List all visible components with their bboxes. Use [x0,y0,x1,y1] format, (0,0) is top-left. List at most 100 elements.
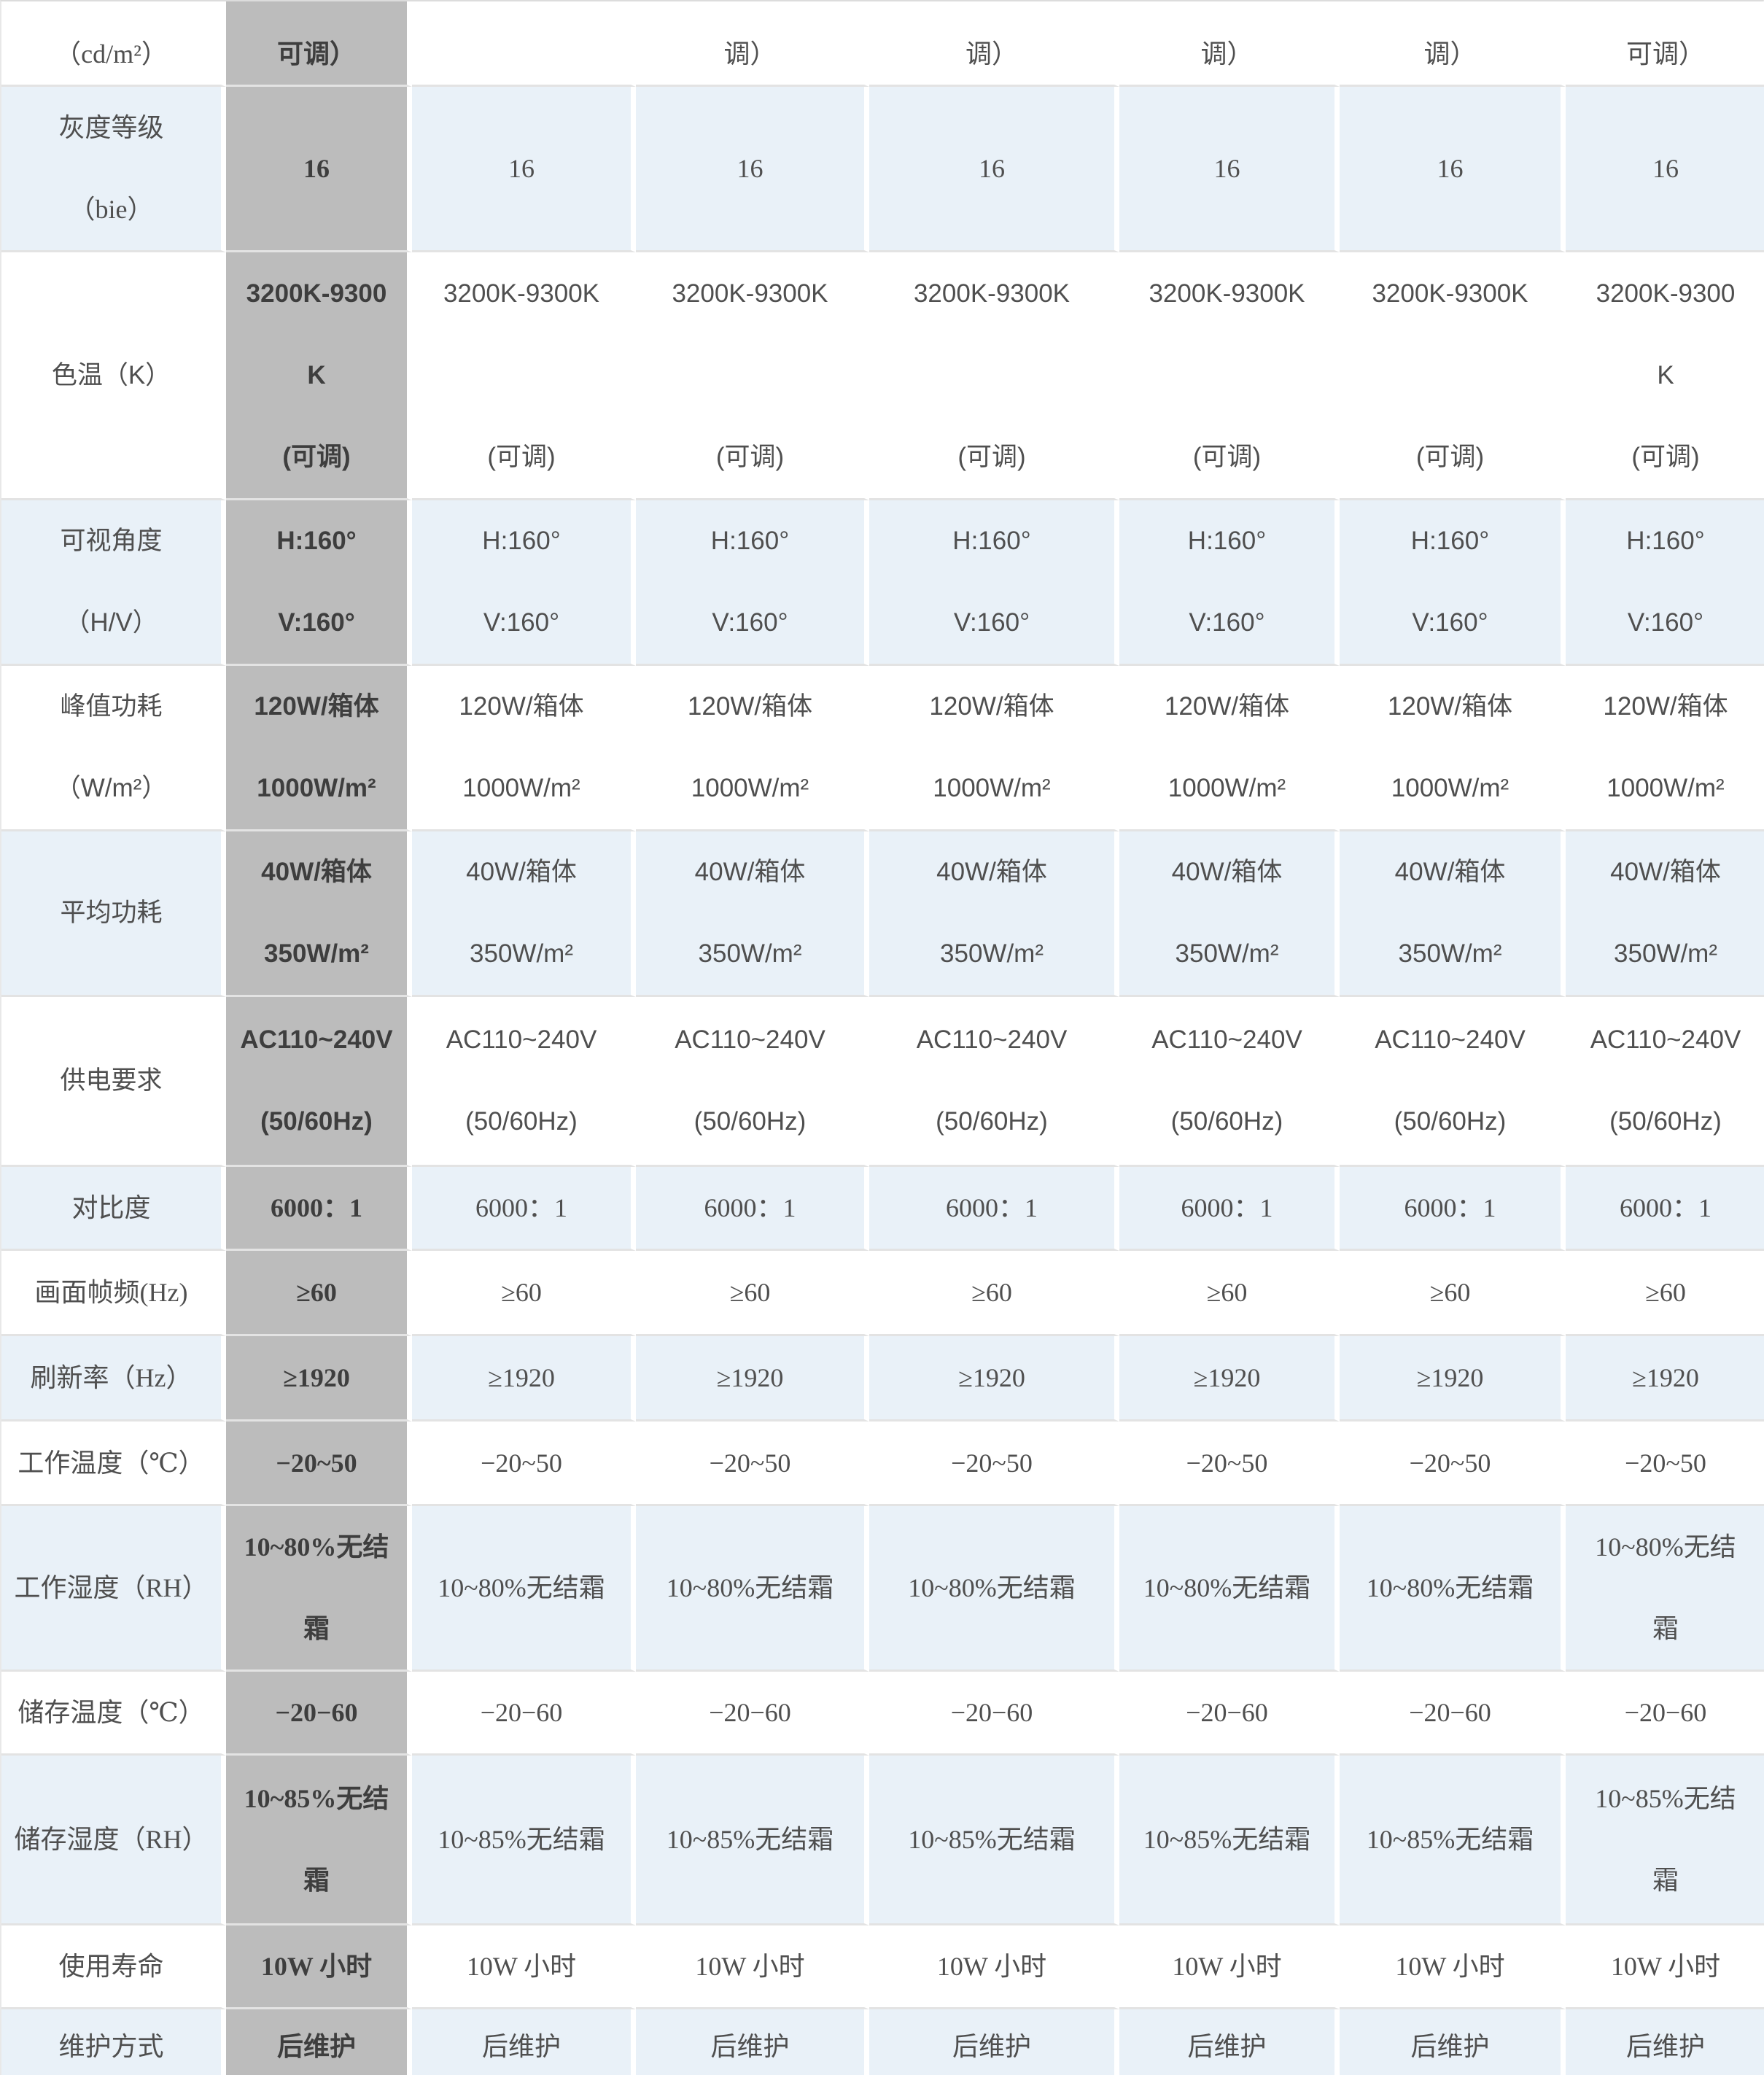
value-cell: ≥60 [1566,1251,1764,1336]
value-cell: 后维护 [869,2009,1119,2075]
row-label-cell: 储存温度（℃） [1,1672,226,1756]
value-cell: 调） [636,1,869,87]
value-cell: −20~50 [1340,1422,1566,1506]
value-cell: −20~50 [636,1422,869,1506]
value-cell: 120W/箱体 1000W/m² [869,666,1119,831]
highlighted-value-cell: ≥60 [226,1251,412,1336]
value-cell: 10~85%无结霜 [636,1756,869,1925]
table-row: 刷新率（Hz） ≥1920 ≥1920 ≥1920 ≥1920 ≥1920 ≥1920 ≥19… [1,1336,1764,1422]
value-cell: −20−60 [412,1672,636,1756]
value-cell: ≥60 [1119,1251,1340,1336]
value-cell [412,1,636,87]
value-cell: H:160° V:160° [1340,500,1566,666]
value-cell: AC110~240V (50/60Hz) [412,997,636,1167]
table-row: 维护方式 后维护 后维护 后维护 后维护 后维护 后维护 后维护 [1,2009,1764,2075]
value-cell: 16 [1566,87,1764,252]
value-cell: 3200K-9300K (可调) [636,252,869,500]
value-cell: H:160° V:160° [869,500,1119,666]
value-cell: 调） [1340,1,1566,87]
table-row: （cd/m²） 可调） 调） 调） 调） 调） 可调） [1,1,1764,87]
value-cell: 6000：1 [412,1167,636,1251]
value-cell: 10~80%无结霜 [1119,1506,1340,1672]
row-label-cell: 画面帧频(Hz) [1,1251,226,1336]
value-cell: −20−60 [1566,1672,1764,1756]
value-cell: 3200K-9300K (可调) [1119,252,1340,500]
value-cell: −20−60 [1340,1672,1566,1756]
value-cell: ≥1920 [636,1336,869,1422]
value-cell: 10~80%无结 霜 [1566,1506,1764,1672]
table-row: 灰度等级 （bie） 16 16 16 16 16 16 16 [1,87,1764,252]
value-cell: 40W/箱体 350W/m² [412,831,636,997]
value-cell: 40W/箱体 350W/m² [869,831,1119,997]
value-cell: 6000：1 [1340,1167,1566,1251]
highlighted-value-cell: 6000：1 [226,1167,412,1251]
row-label-cell: 灰度等级 （bie） [1,87,226,252]
value-cell: −20−60 [869,1672,1119,1756]
table-row: 峰值功耗 （W/m²） 120W/箱体 1000W/m² 120W/箱体 1000W… [1,666,1764,831]
value-cell: 120W/箱体 1000W/m² [1566,666,1764,831]
value-cell: 6000：1 [1119,1167,1340,1251]
table-row: 色温（K） 3200K-9300 K (可调) 3200K-9300K (可调) 32… [1,252,1764,500]
value-cell: 10W 小时 [1566,1925,1764,2009]
value-cell: 10W 小时 [869,1925,1119,2009]
table-row: 可视角度 （H/V） H:160° V:160° H:160° V:160° H:16… [1,500,1764,666]
value-cell: H:160° V:160° [636,500,869,666]
highlighted-value-cell: 40W/箱体 350W/m² [226,831,412,997]
row-label-cell: 储存湿度（RH） [1,1756,226,1925]
value-cell: 16 [869,87,1119,252]
value-cell: ≥60 [869,1251,1119,1336]
value-cell: ≥1920 [1566,1336,1764,1422]
value-cell: −20~50 [1119,1422,1340,1506]
value-cell: 3200K-9300K (可调) [1340,252,1566,500]
row-label-cell: 色温（K） [1,252,226,500]
value-cell: 后维护 [1340,2009,1566,2075]
value-cell: 10~85%无结 霜 [1566,1756,1764,1925]
value-cell: 6000：1 [869,1167,1119,1251]
value-cell: −20~50 [1566,1422,1764,1506]
value-cell: AC110~240V (50/60Hz) [869,997,1119,1167]
table-row: 画面帧频(Hz) ≥60 ≥60 ≥60 ≥60 ≥60 ≥60 ≥60 [1,1251,1764,1336]
table-row: 工作温度（℃） −20~50 −20~50 −20~50 −20~50 −20~50 −20… [1,1422,1764,1506]
highlighted-value-cell: AC110~240V (50/60Hz) [226,997,412,1167]
value-cell: 后维护 [1566,2009,1764,2075]
value-cell: ≥1920 [412,1336,636,1422]
row-label-cell: 工作湿度（RH） [1,1506,226,1672]
highlighted-value-cell: −20−60 [226,1672,412,1756]
value-cell: 16 [1340,87,1566,252]
table-row: 储存湿度（RH） 10~85%无结 霜 10~85%无结霜 10~85%无结霜 10~8… [1,1756,1764,1925]
value-cell: 3200K-9300K (可调) [869,252,1119,500]
value-cell: 10W 小时 [412,1925,636,2009]
highlighted-value-cell: 120W/箱体 1000W/m² [226,666,412,831]
value-cell: 10~80%无结霜 [636,1506,869,1672]
row-label-cell: 工作温度（℃） [1,1422,226,1506]
highlighted-value-cell: 3200K-9300 K (可调) [226,252,412,500]
row-label-cell: 刷新率（Hz） [1,1336,226,1422]
row-label-cell: 供电要求 [1,997,226,1167]
value-cell: ≥60 [636,1251,869,1336]
value-cell: 40W/箱体 350W/m² [1340,831,1566,997]
value-cell: 40W/箱体 350W/m² [636,831,869,997]
value-cell: −20~50 [869,1422,1119,1506]
highlighted-value-cell: ≥1920 [226,1336,412,1422]
row-label-cell: 峰值功耗 （W/m²） [1,666,226,831]
value-cell: ≥1920 [1340,1336,1566,1422]
value-cell: 调） [869,1,1119,87]
highlighted-value-cell: 10~85%无结 霜 [226,1756,412,1925]
value-cell: 120W/箱体 1000W/m² [1119,666,1340,831]
table-row: 平均功耗 40W/箱体 350W/m² 40W/箱体 350W/m² 40W/箱体 3… [1,831,1764,997]
table-row: 工作湿度（RH） 10~80%无结 霜 10~80%无结霜 10~80%无结霜 10~8… [1,1506,1764,1672]
value-cell: 16 [412,87,636,252]
value-cell: 后维护 [636,2009,869,2075]
value-cell: AC110~240V (50/60Hz) [1566,997,1764,1167]
value-cell: ≥60 [1340,1251,1566,1336]
value-cell: 10~85%无结霜 [1119,1756,1340,1925]
table-row: 使用寿命 10W 小时 10W 小时 10W 小时 10W 小时 10W 小时 10W 小时… [1,1925,1764,2009]
row-label-cell: 平均功耗 [1,831,226,997]
highlighted-value-cell: 可调） [226,1,412,87]
value-cell: −20~50 [412,1422,636,1506]
value-cell: 16 [1119,87,1340,252]
value-cell: −20−60 [1119,1672,1340,1756]
value-cell: 10W 小时 [1340,1925,1566,2009]
highlighted-value-cell: 后维护 [226,2009,412,2075]
